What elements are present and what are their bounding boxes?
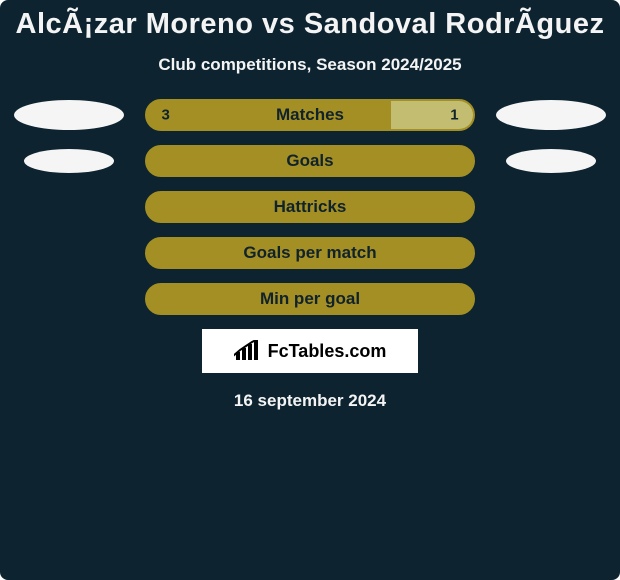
player-badge-right [506,149,596,173]
logo-text: FcTables.com [268,341,387,362]
stat-label: Min per goal [147,289,472,309]
left-side [10,100,127,130]
subtitle: Club competitions, Season 2024/2025 [10,55,610,75]
footer-logo: FcTables.com [202,329,418,373]
player-badge-left [14,100,124,130]
stat-value-left: 3 [161,107,169,124]
stat-bar: Goals [145,145,474,177]
chart-icon [234,340,262,362]
stat-label: Goals per match [147,243,472,263]
right-side [493,149,610,173]
stat-label: Matches [147,105,472,125]
page-title: AlcÃ¡zar Moreno vs Sandoval RodrÃ­guez [10,8,610,41]
stat-bar: Hattricks [145,191,474,223]
player-badge-right [496,100,606,130]
stat-label: Hattricks [147,197,472,217]
stat-row: Goals per match [10,237,610,269]
date-text: 16 september 2024 [10,391,610,411]
player-badge-left [24,149,114,173]
comparison-card: AlcÃ¡zar Moreno vs Sandoval RodrÃ­guez C… [0,0,620,580]
left-side [10,149,127,173]
stat-rows: Matches3 1 Goals Hattricks Goals per match Mi… [10,99,610,315]
stat-row: Min per goal [10,283,610,315]
stat-bar: Goals per match [145,237,474,269]
stat-bar: Min per goal [145,283,474,315]
stat-label: Goals [147,151,472,171]
stat-value-right: 1 [450,107,458,124]
stat-row: Goals [10,145,610,177]
stat-bar: Matches3 1 [145,99,474,131]
right-side [493,100,610,130]
stat-row: Matches3 1 [10,99,610,131]
stat-row: Hattricks [10,191,610,223]
